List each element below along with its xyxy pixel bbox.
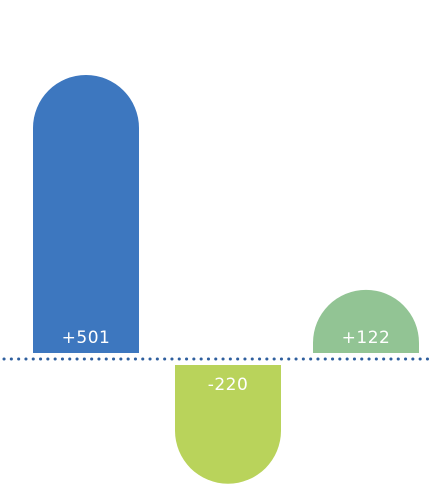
data-label-2: -220: [208, 375, 249, 395]
data-label-1: +501: [62, 328, 111, 348]
bar-1: [33, 74, 139, 354]
bar-2: [175, 365, 281, 484]
labels-group: +501 -220 +122: [62, 328, 391, 395]
bars-group: [33, 74, 419, 484]
data-label-3: +122: [342, 328, 391, 348]
bar-3: [313, 289, 419, 353]
